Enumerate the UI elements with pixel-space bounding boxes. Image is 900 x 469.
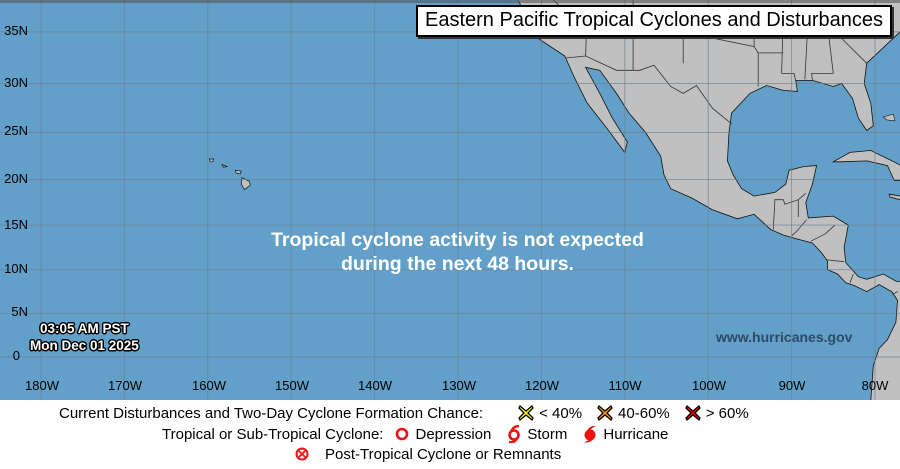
timestamp-date: Mon Dec 01 2025 [30, 338, 139, 353]
depression-label: Depression [415, 425, 492, 443]
political-border [565, 55, 732, 125]
lat-label: 30N [4, 75, 28, 90]
legend-row-cyclones: Tropical or Sub-Tropical Cyclone: Depres… [162, 425, 668, 443]
lat-label: 10N [4, 261, 28, 276]
hurricane-label: Hurricane [603, 425, 669, 443]
timestamp-time: 03:05 AM PST [40, 321, 129, 336]
lon-label: 170W [108, 378, 142, 393]
depression-icon [396, 427, 409, 441]
legend: Current Disturbances and Two-Day Cyclone… [0, 400, 900, 469]
political-border [834, 31, 867, 64]
map-top-edge [0, 0, 900, 3]
hawaii-island [234, 169, 242, 175]
map: Eastern Pacific Tropical Cyclones and Di… [0, 0, 900, 400]
lon-label: 130W [442, 378, 476, 393]
political-border [827, 259, 845, 263]
lon-label: 80W [861, 378, 889, 393]
political-border [811, 73, 834, 81]
x-low-chance-icon [518, 404, 534, 422]
legend-row-post-tropical: Post-Tropical Cyclone or Remnants [293, 445, 561, 463]
political-border [810, 224, 836, 242]
hawaii-island [221, 163, 229, 168]
storm-label: Storm [527, 425, 568, 443]
lon-label: 180W [25, 378, 59, 393]
chance-low-label: < 40% [539, 404, 583, 422]
disturbances-label: Current Disturbances and Two-Day Cyclone… [59, 404, 484, 422]
storm-icon [508, 425, 521, 443]
political-border [849, 273, 854, 283]
hurricane-icon [584, 425, 597, 443]
lon-label: 140W [358, 378, 392, 393]
political-border [791, 219, 807, 237]
lon-label: 100W [692, 378, 726, 393]
lon-label: 110W [608, 378, 642, 393]
outlook-message: Tropical cyclone activity is not expecte… [150, 228, 765, 276]
legend-row-disturbances: Current Disturbances and Two-Day Cyclone… [59, 404, 749, 422]
lat-label: 15N [4, 217, 28, 232]
political-border [827, 31, 834, 74]
timestamp: 03:05 AM PST Mon Dec 01 2025 [30, 320, 139, 354]
hawaii-island [240, 177, 251, 191]
jamaica-island [888, 193, 900, 201]
outlook-message-line2: during the next 48 hours. [341, 253, 574, 275]
cuba-island [831, 150, 900, 181]
political-border [781, 73, 797, 82]
chance-mid-label: 40-60% [618, 404, 670, 422]
post-tropical-icon [295, 447, 309, 461]
x-mid-chance-icon [597, 404, 613, 422]
bahamas-island [882, 113, 896, 122]
lon-label: 150W [275, 378, 309, 393]
outlook-message-line1: Tropical cyclone activity is not expecte… [271, 229, 644, 251]
website-watermark: www.hurricanes.gov [716, 329, 853, 345]
hawaii-island [209, 158, 215, 163]
political-border [892, 291, 898, 295]
map-title: Eastern Pacific Tropical Cyclones and Di… [416, 5, 892, 37]
lat-label: 35N [4, 23, 28, 38]
chance-high-label: > 60% [705, 404, 749, 422]
lon-label: 120W [525, 378, 559, 393]
post-tropical-label: Post-Tropical Cyclone or Remnants [325, 445, 562, 463]
lat-label: 25N [4, 123, 28, 138]
lon-label: 90W [778, 378, 806, 393]
lat-label: 20N [4, 171, 28, 186]
x-high-chance-icon [684, 404, 701, 422]
lon-label: 160W [192, 378, 226, 393]
political-border [804, 31, 808, 80]
political-border [772, 192, 807, 230]
lat-label: 0 [12, 348, 20, 363]
cyclone-label: Tropical or Sub-Tropical Cyclone: [162, 425, 384, 443]
map-canvas [0, 0, 900, 400]
lat-label: 5N [11, 304, 28, 319]
